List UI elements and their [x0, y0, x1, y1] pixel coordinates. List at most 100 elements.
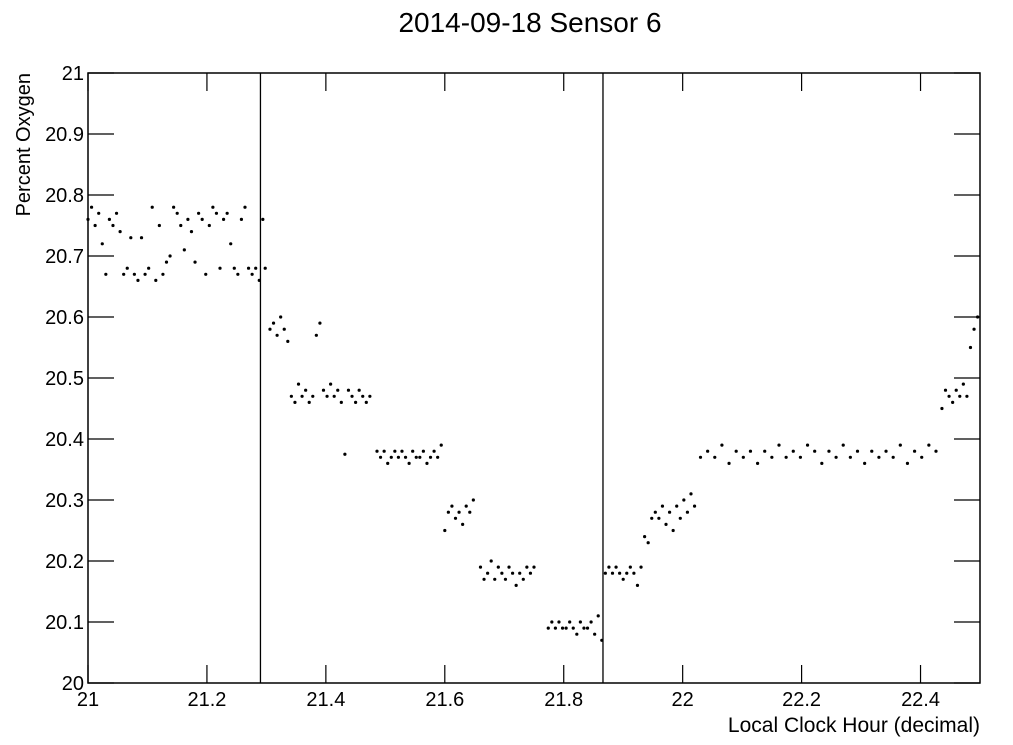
point	[218, 266, 222, 270]
point	[263, 266, 267, 270]
x-tick-label: 21.4	[306, 689, 345, 711]
point	[660, 504, 665, 508]
point	[118, 230, 122, 234]
point	[564, 626, 568, 630]
point	[154, 278, 158, 282]
point	[400, 449, 404, 453]
point	[805, 443, 810, 447]
point	[927, 443, 931, 447]
chart-title: 2014-09-18 Sensor 6	[398, 7, 661, 38]
point	[186, 217, 190, 221]
point	[336, 388, 340, 392]
point	[354, 400, 358, 404]
point	[368, 394, 372, 398]
point	[211, 205, 215, 209]
point	[428, 455, 433, 459]
point	[667, 510, 672, 514]
point	[325, 394, 329, 398]
point	[639, 565, 643, 569]
point	[193, 260, 197, 264]
point	[150, 205, 154, 209]
point	[827, 449, 831, 453]
point	[518, 571, 522, 575]
point	[403, 455, 408, 459]
point	[304, 388, 308, 392]
point	[418, 455, 422, 459]
point	[432, 449, 436, 453]
point	[168, 254, 172, 258]
y-tick-label: 20.3	[45, 490, 84, 512]
point	[364, 400, 368, 404]
point	[114, 211, 119, 215]
point	[621, 577, 625, 581]
point	[571, 626, 575, 630]
point	[100, 242, 104, 246]
point	[382, 449, 386, 453]
point	[521, 577, 525, 581]
point	[870, 449, 874, 453]
point	[182, 248, 186, 252]
point	[560, 626, 565, 630]
point	[891, 455, 895, 459]
y-axis-label: Percent Oxygen	[13, 73, 35, 216]
point	[961, 382, 965, 386]
point	[250, 272, 254, 276]
point	[593, 632, 597, 636]
point	[493, 577, 497, 581]
x-tick-label: 21.6	[425, 689, 464, 711]
point	[307, 400, 311, 404]
point	[546, 626, 550, 630]
point	[453, 516, 458, 520]
point	[848, 455, 852, 459]
point	[239, 217, 244, 221]
point	[461, 522, 465, 527]
point	[357, 388, 361, 392]
x-tick-label: 21	[77, 689, 99, 711]
point	[568, 620, 572, 624]
point	[585, 626, 590, 630]
point	[965, 394, 969, 398]
point	[954, 388, 958, 392]
point	[471, 498, 475, 502]
point	[682, 498, 686, 502]
point	[628, 565, 632, 569]
point	[172, 205, 176, 209]
point	[122, 272, 126, 276]
point	[246, 266, 251, 270]
point	[734, 449, 738, 453]
point	[343, 452, 347, 456]
point	[132, 272, 136, 276]
point	[582, 626, 586, 630]
point	[296, 382, 301, 386]
point	[863, 461, 867, 465]
point	[175, 211, 179, 215]
point	[207, 223, 211, 228]
point	[675, 504, 679, 508]
point	[257, 278, 261, 282]
point	[635, 583, 640, 588]
point	[111, 223, 115, 228]
point	[350, 394, 354, 398]
point	[179, 223, 183, 228]
point	[528, 571, 533, 575]
point	[589, 620, 593, 624]
point	[610, 571, 615, 575]
point	[221, 217, 226, 221]
point	[282, 327, 286, 331]
x-axis-label: Local Clock Hour (decimal)	[728, 714, 980, 737]
point	[947, 394, 951, 398]
y-tick-label: 20.9	[45, 124, 84, 146]
point	[763, 449, 767, 453]
point	[798, 455, 803, 459]
y-tick-label: 20.7	[45, 246, 84, 268]
point	[300, 394, 304, 398]
point	[706, 449, 710, 453]
point	[770, 455, 774, 459]
point	[286, 339, 290, 343]
point	[161, 272, 165, 276]
point	[89, 205, 94, 209]
point	[698, 455, 703, 459]
point	[905, 461, 910, 465]
point	[614, 565, 618, 569]
